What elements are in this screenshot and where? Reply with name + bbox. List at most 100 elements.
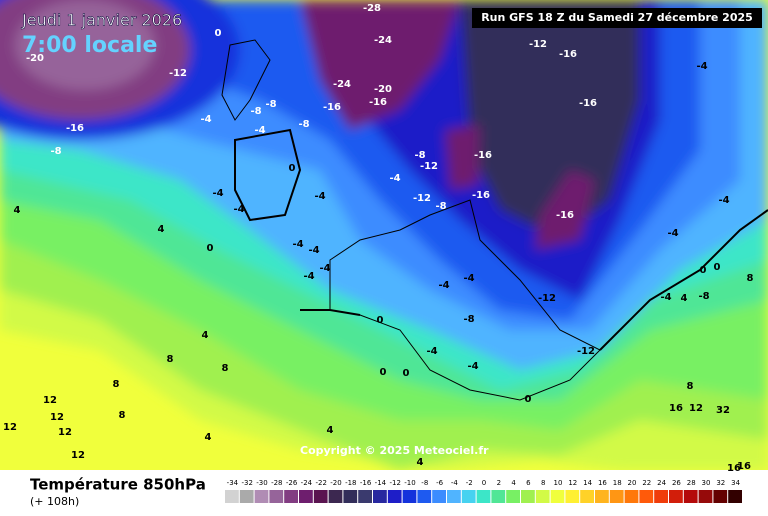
contour-label: 12	[43, 395, 57, 406]
legend-swatch	[461, 490, 476, 503]
contour-label: -16	[323, 102, 341, 113]
contour-label: -16	[579, 98, 597, 109]
legend-swatch	[595, 490, 609, 503]
legend-label: -18	[345, 479, 356, 487]
contour-label: 8	[167, 354, 174, 365]
legend-label: -8	[421, 479, 428, 487]
contour-label: 0	[207, 243, 214, 254]
contour-label: -12	[577, 346, 595, 357]
contour-label: -8	[435, 201, 446, 212]
date: Jeudi 1 janvier 2026	[21, 11, 182, 30]
coastlines	[221, 39, 768, 401]
legend-label: -26	[286, 479, 298, 487]
contour-label: -12	[538, 293, 556, 304]
legend-label: 20	[628, 479, 637, 487]
legend-swatch	[402, 490, 417, 503]
legend-swatch	[313, 490, 328, 503]
legend-label: -4	[451, 479, 459, 487]
legend-label: 22	[642, 479, 651, 487]
contour-label: -4	[718, 195, 729, 206]
legend-label: 2	[497, 479, 501, 487]
legend-swatch	[639, 490, 654, 503]
contour-label: 32	[716, 405, 730, 416]
contour-label: -4	[660, 292, 671, 303]
contour-label: 12	[58, 427, 72, 438]
contour-label: -4	[212, 188, 223, 199]
legend-label: 30	[702, 479, 711, 487]
contour-label: -8	[250, 106, 261, 117]
contour-label: 4	[327, 425, 334, 436]
contour-label: 12	[3, 422, 17, 433]
contour-label: -24	[374, 35, 392, 46]
legend-swatch	[654, 490, 668, 503]
contour-label: -4	[303, 271, 314, 282]
contour-label: 8	[119, 410, 126, 421]
legend: -34 -32 -30 -28 -26 -24 -22 -20 -18 -16 -14 -12 -10-…	[225, 479, 742, 503]
legend-swatch	[358, 490, 372, 503]
legend-label: 12	[568, 479, 577, 487]
legend-swatch	[728, 490, 742, 503]
contour-label: 4	[158, 224, 165, 235]
contour-label: -8	[414, 150, 425, 161]
map	[0, 0, 768, 470]
legend-label: -28	[271, 479, 282, 487]
contour-label: 4	[681, 293, 688, 304]
legend-swatch	[476, 490, 491, 503]
contour-label: 8	[687, 381, 694, 392]
contour-label: -4	[233, 204, 244, 215]
legend-swatch	[521, 490, 535, 503]
contour-label: 16	[727, 463, 741, 474]
contour-label: -20	[374, 84, 392, 95]
legend-swatch	[269, 490, 284, 503]
legend-label: -24	[301, 479, 313, 487]
legend-label: -30	[256, 479, 267, 487]
legend-label: 32	[716, 479, 725, 487]
contour-label: -16	[559, 49, 577, 60]
legend-swatch	[432, 490, 446, 503]
legend-swatch	[565, 490, 580, 503]
legend-swatch	[254, 490, 269, 503]
legend-label: -34	[227, 479, 239, 487]
contour-label: -4	[308, 245, 319, 256]
run-info: Run GFS 18 Z du Samedi 27 décembre 2025	[481, 11, 753, 24]
legend-label: -2	[466, 479, 473, 487]
contour-label: -16	[369, 97, 387, 108]
legend-label: 10	[554, 479, 563, 487]
contour-label: -16	[556, 210, 574, 221]
contour-label: 0	[403, 368, 410, 379]
legend-label: -20	[330, 479, 341, 487]
legend-label: 14	[583, 479, 592, 487]
legend-swatch	[387, 490, 402, 503]
legend-label: 16	[598, 479, 607, 487]
legend-label: 34	[731, 479, 740, 487]
legend-swatch	[535, 490, 550, 503]
legend-label: 6	[526, 479, 531, 487]
time: 7:00 locale	[22, 33, 157, 58]
contour-label: -4	[292, 239, 303, 250]
contour-label: -8	[698, 291, 709, 302]
contour-label: -24	[333, 79, 351, 90]
legend-swatch	[491, 490, 506, 503]
contour-label: -8	[50, 146, 61, 157]
contour-label: -4	[314, 191, 325, 202]
legend-label: 26	[672, 479, 681, 487]
footer-title: Température 850hPa	[30, 476, 206, 494]
legend-label: -12	[389, 479, 400, 487]
contour-label: 8	[747, 273, 754, 284]
legend-swatch	[447, 490, 461, 503]
contour-label: -12	[529, 39, 547, 50]
legend-label: -10	[404, 479, 415, 487]
legend-swatch	[698, 490, 713, 503]
legend-swatch	[373, 490, 387, 503]
contour-label: 4	[14, 205, 21, 216]
legend-swatch	[328, 490, 343, 503]
contour-label: 12	[71, 450, 85, 461]
legend-swatch	[239, 490, 254, 503]
contour-label: -4	[426, 346, 437, 357]
map-labels: 0-28-24 -12-16-20-12-24 -20-16-16 -16-16-8-…	[3, 3, 753, 474]
contour-label: -20	[26, 53, 44, 64]
footer-subtitle: (+ 108h)	[30, 495, 79, 508]
contour-label: 16	[737, 461, 751, 472]
legend-label: 0	[482, 479, 486, 487]
contour-label: -12	[420, 161, 438, 172]
